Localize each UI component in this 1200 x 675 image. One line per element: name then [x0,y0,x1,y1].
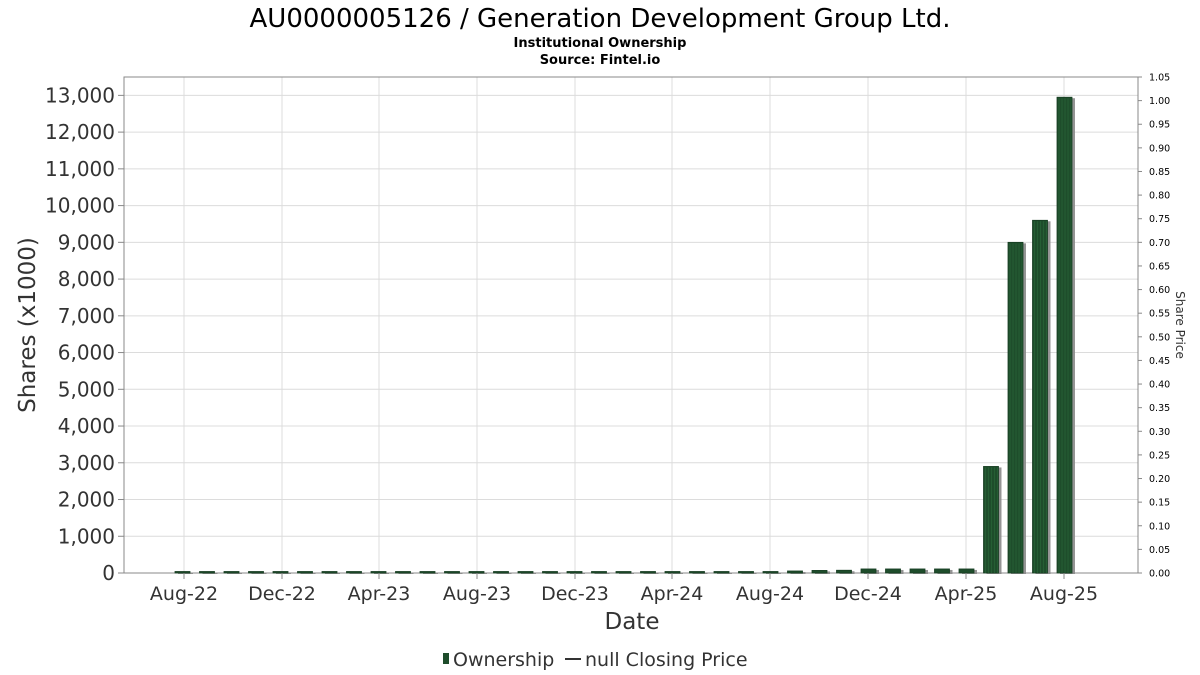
y2-tick-label: 0.25 [1149,450,1170,461]
ownership-bar [542,571,558,574]
y-tick-label: 4,000 [58,414,115,438]
y2-tick-label: 0.10 [1149,521,1170,532]
y-axis-label: Shares (x1000) [15,237,41,413]
ownership-bar [885,568,901,574]
ownership-bar [689,571,705,574]
grid-layer [124,77,1138,574]
x-tick-label: Aug-22 [150,583,218,605]
chart-subtitle-1: Institutional Ownership [514,36,687,51]
ownership-bar [174,571,191,574]
y2-axis-label: Share Price [1173,291,1187,359]
ownership-bar [199,571,215,574]
y-tick-label: 8,000 [58,267,115,291]
y2-tick-label: 0.35 [1149,403,1170,414]
y2-tick-label: 0.70 [1149,238,1170,249]
y2-tick-label: 0.75 [1149,214,1170,225]
ownership-bar [738,571,754,574]
y-tick-label: 9,000 [58,230,115,254]
y2-tick-label: 0.80 [1149,191,1170,202]
y2-tick-label: 0.50 [1149,332,1170,343]
y-tick-label: 6,000 [58,341,115,365]
ownership-bar [346,571,362,574]
ownership-bar [860,568,877,574]
ownership-bar [444,571,460,574]
ownership-bar [811,570,828,574]
y2-tick-label: 1.05 [1149,73,1170,84]
y-tick-label: 11,000 [45,157,115,181]
ownership-bar [958,568,975,574]
ownership-bar [591,571,607,574]
y2-tick-label: 0.30 [1149,427,1170,438]
x-tick-label: Apr-24 [641,583,704,605]
x-tick-label: Dec-22 [248,583,316,605]
x-tick-label: Apr-23 [348,583,411,605]
y2-tick-label: 0.15 [1149,498,1170,509]
y-tick-label: 5,000 [58,377,115,401]
ownership-bar [787,570,803,574]
chart-subtitle-2: Source: Fintel.io [540,53,661,68]
x-axis-ticks: Aug-22 Dec-22 Apr-23 Aug-23 Dec-23 Apr-24 Aug-… [150,573,1098,605]
ownership-bar [248,571,264,574]
ownership-bar [395,571,411,574]
ownership-bar [934,568,950,574]
y-tick-label: 3,000 [58,451,115,475]
y2-tick-label: 0.90 [1149,143,1170,154]
ownership-bar [836,569,852,574]
ownership-bar [297,571,313,574]
y-tick-label: 13,000 [45,83,115,107]
x-tick-label: Dec-24 [834,583,902,605]
legend-price-label: null Closing Price [585,649,748,671]
y2-tick-label: 1.00 [1149,96,1170,107]
ownership-bar [713,571,730,574]
y2-tick-label: 0.60 [1149,285,1170,296]
x-tick-label: Dec-23 [541,583,609,605]
y2-tick-label: 0.05 [1149,545,1170,556]
ownership-bar [468,571,485,574]
x-tick-label: Aug-25 [1030,583,1098,605]
x-tick-label: Apr-25 [935,583,998,605]
ownership-bar [566,571,583,574]
ownership-bar [272,571,289,574]
ownership-bar [762,571,779,574]
legend: Ownership null Closing Price [443,649,748,671]
chart-title: AU0000005126 / Generation Development Gr… [250,4,951,34]
ownership-bar [615,571,632,574]
ownership-bar [640,571,656,574]
y-axis-ticks: 0 1,000 2,000 3,000 4,000 5,000 6,000 7,000 8,00… [45,83,124,585]
ownership-bar [909,568,926,574]
y2-tick-label: 0.40 [1149,380,1170,391]
y-tick-label: 7,000 [58,304,115,328]
ownership-bar [370,571,387,574]
y2-tick-label: 0.85 [1149,167,1170,178]
ownership-bar [517,571,534,574]
x-axis-label: Date [605,609,660,635]
ownership-bar [664,571,681,574]
x-tick-label: Aug-24 [736,583,804,605]
legend-ownership-label: Ownership [453,649,554,671]
y2-tick-label: 0.65 [1149,261,1170,272]
ownership-bar [419,571,436,574]
x-tick-label: Aug-23 [443,583,511,605]
y-tick-label: 0 [102,561,115,585]
ownership-bar [223,571,240,574]
y2-axis-ticks: 0.00 0.05 0.10 0.15 0.20 0.25 0.30 0.35 0.40 0.45… [1138,73,1170,580]
ownership-bar [321,571,338,574]
bars-layer [174,96,1075,575]
ownership-bar [493,571,509,574]
y2-tick-label: 0.95 [1149,120,1170,131]
y-tick-label: 10,000 [45,194,115,218]
y-tick-label: 12,000 [45,120,115,144]
y-tick-label: 2,000 [58,488,115,512]
legend-ownership-swatch [443,653,449,664]
y-tick-label: 1,000 [58,524,115,548]
y2-tick-label: 0.00 [1149,569,1170,580]
y2-tick-label: 0.20 [1149,474,1170,485]
y2-tick-label: 0.45 [1149,356,1170,367]
y2-tick-label: 0.55 [1149,309,1170,320]
